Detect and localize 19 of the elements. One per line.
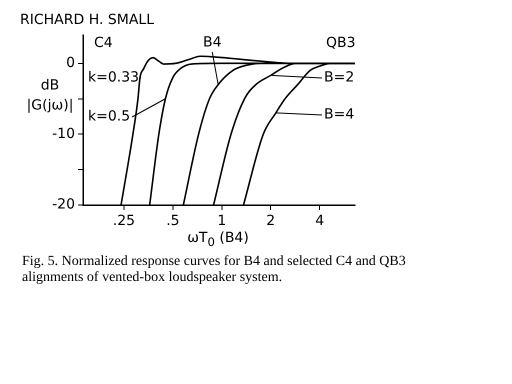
x-tick-label: 4	[315, 213, 324, 230]
series-label: k=0.33	[88, 70, 140, 86]
y-axis-title: dB |G(jω)|	[26, 78, 74, 114]
x-tick-label: 1	[217, 213, 226, 230]
text: Fig. 5. Normalized response curves for B4 and selected C4 and QB3 alignments of vented-box loudspeaker system.	[22, 254, 407, 286]
annotation: C4	[94, 35, 113, 51]
x-tick-label: .25	[112, 213, 136, 230]
annotation: QB3	[326, 35, 356, 51]
y-tick-label: -10	[52, 126, 75, 142]
series-label: B4	[203, 34, 222, 51]
y-tick-label: -20	[52, 196, 75, 213]
x-tick-label: 2	[266, 213, 276, 230]
text: RICHARD H. SMALL	[20, 12, 154, 28]
text: k=0.5	[88, 108, 130, 125]
x-tick-label: .5	[166, 213, 180, 230]
x-axis-title: ωT$_{0}$ (B4)	[186, 230, 250, 249]
legend-label: B=4	[324, 106, 354, 123]
y-tick-label: 0	[66, 54, 75, 71]
legend-label: B=2	[324, 70, 354, 86]
